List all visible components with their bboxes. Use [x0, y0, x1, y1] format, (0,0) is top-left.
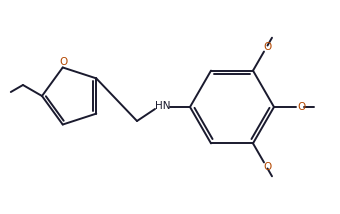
Text: O: O [264, 42, 272, 52]
Text: HN: HN [155, 101, 171, 111]
Text: O: O [59, 58, 68, 67]
Text: O: O [297, 102, 305, 112]
Text: O: O [264, 162, 272, 172]
